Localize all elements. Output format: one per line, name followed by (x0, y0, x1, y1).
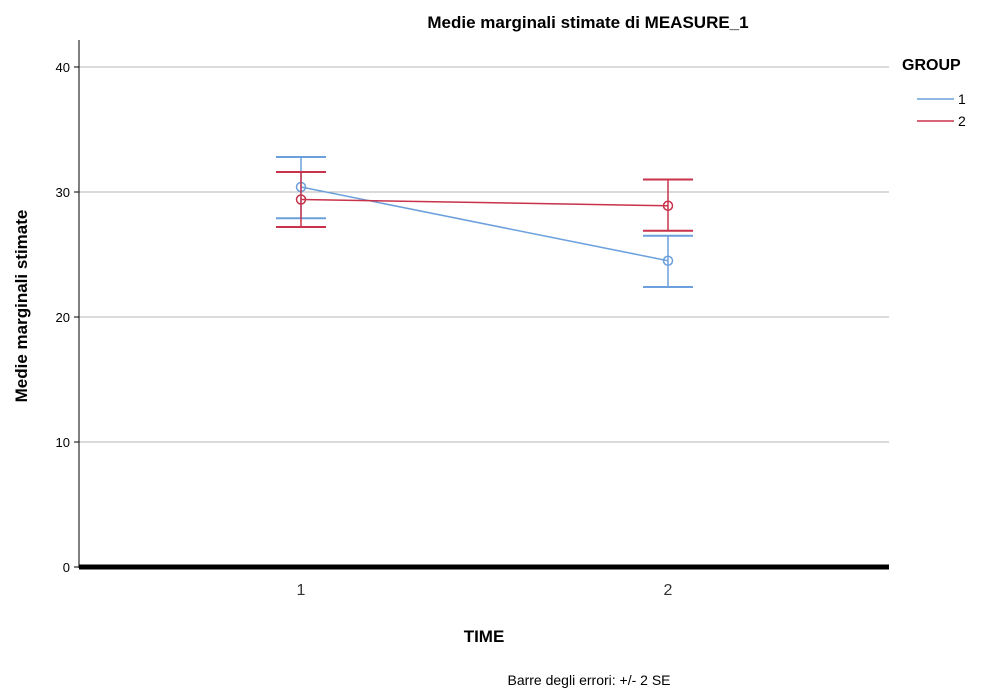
chart-title: Medie marginali stimate di MEASURE_1 (427, 13, 748, 32)
y-tick-label-0: 0 (63, 560, 70, 575)
legend-label-2: 2 (958, 113, 966, 129)
legend-title: GROUP (902, 57, 961, 74)
series-group-1 (276, 156, 693, 288)
y-tick-label-40: 40 (56, 60, 70, 75)
x-axis-title: TIME (464, 627, 505, 646)
x-tick-label-2: 2 (664, 582, 673, 599)
legend-label-1: 1 (958, 91, 966, 107)
y-tick-label-20: 20 (56, 310, 70, 325)
x-tick-label-1: 1 (297, 582, 306, 599)
gridlines (74, 66, 889, 568)
legend: GROUP 1 2 (902, 57, 966, 129)
y-axis-title: Medie marginali stimate (12, 210, 31, 403)
error-bar-note: Barre degli errori: +/- 2 SE (507, 672, 670, 688)
data-point-2-2 (662, 200, 674, 211)
series-group-2 (276, 171, 693, 232)
y-tick-label-30: 30 (56, 185, 70, 200)
y-tick-label-10: 10 (56, 435, 70, 450)
plot-series (276, 156, 693, 288)
series-line-2 (300, 198, 669, 207)
data-point-1-2 (662, 255, 674, 266)
data-point-2-1 (295, 194, 307, 205)
series-line-1 (300, 186, 669, 262)
y-tick-labels: 0 10 20 30 40 (56, 60, 70, 575)
